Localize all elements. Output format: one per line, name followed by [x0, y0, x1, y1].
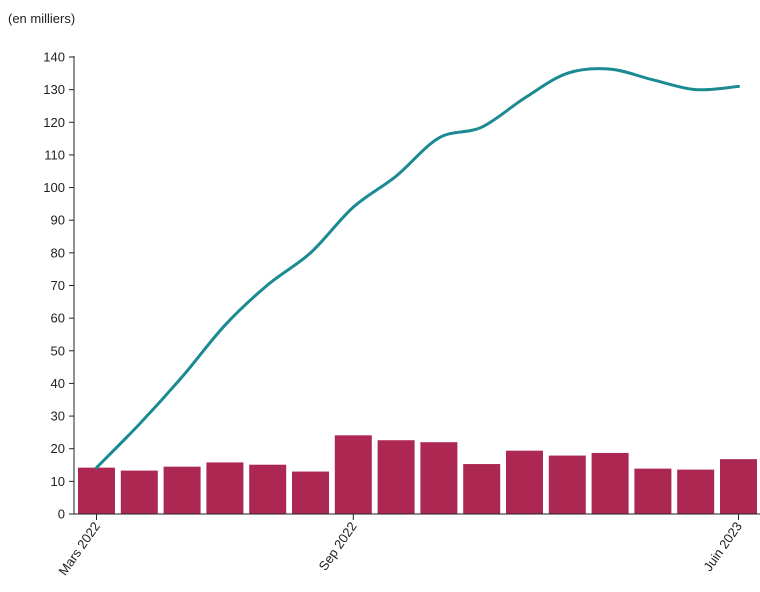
y-tick-label: 100 [43, 180, 65, 195]
y-tick-label: 120 [43, 115, 65, 130]
series-line [95, 67, 740, 470]
y-tick-label: 140 [43, 50, 65, 65]
y-tick-label: 30 [51, 409, 65, 424]
y-tick-label: 130 [43, 82, 65, 97]
bar [249, 464, 287, 514]
x-tick-label: Juin 2023 [700, 519, 745, 574]
y-tick-label: 10 [51, 474, 65, 489]
bar [292, 471, 329, 514]
y-tick-label: 0 [58, 507, 65, 522]
bar [463, 464, 501, 514]
unit-label: (en milliers) [8, 11, 76, 26]
x-tick-label: Sep 2022 [316, 519, 360, 573]
y-tick-label: 80 [51, 245, 65, 260]
bar [377, 440, 415, 514]
y-tick-label: 90 [51, 213, 65, 228]
bar [634, 468, 672, 514]
bar [677, 469, 715, 514]
bar [548, 455, 586, 514]
y-tick-label: 60 [51, 311, 65, 326]
bar [206, 462, 244, 514]
bar [506, 450, 543, 514]
y-tick-label: 110 [44, 147, 65, 162]
bar [420, 442, 458, 514]
bar [334, 435, 372, 514]
y-tick-label: 40 [51, 376, 65, 391]
bar [163, 466, 201, 514]
bar [120, 470, 158, 514]
y-tick-label: 50 [51, 343, 65, 358]
bar [591, 452, 629, 514]
bar [78, 467, 115, 514]
y-tick-label: 70 [51, 278, 65, 293]
x-tick-label: Mars 2022 [55, 519, 103, 578]
y-tick-label: 20 [51, 441, 65, 456]
bar [720, 459, 757, 514]
